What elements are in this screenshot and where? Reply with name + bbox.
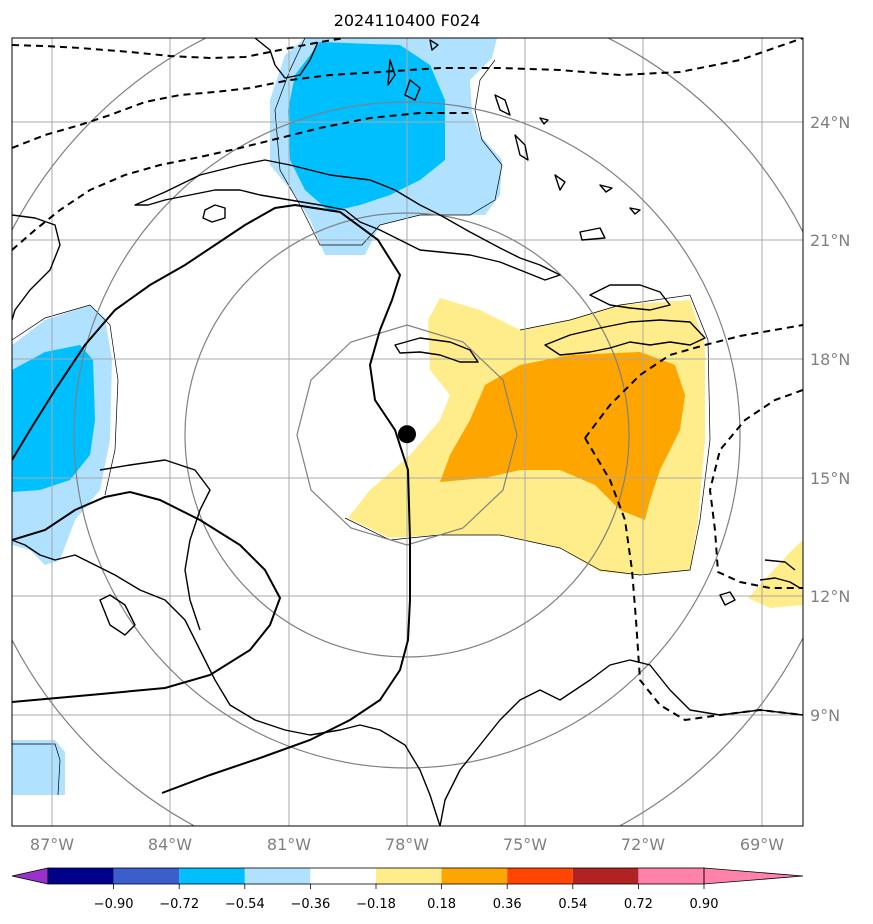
- colorbar: −0.90 −0.72 −0.54 −0.36 −0.18 0.18 0.36 …: [11, 867, 804, 912]
- colorbar-segment: [376, 868, 442, 884]
- colorbar-tick-label: 0.36: [493, 897, 522, 912]
- latitude-labels: 24°N 21°N 18°N 15°N 12°N 9°N: [810, 113, 850, 725]
- colorbar-tick-label: 0.72: [624, 897, 653, 912]
- colorbar-tick-label: 0.90: [690, 897, 719, 912]
- solid-contours: [12, 203, 411, 794]
- lat-label-21n: 21°N: [810, 231, 850, 250]
- colorbar-extend-left: [11, 867, 49, 885]
- lat-label-24n: 24°N: [810, 113, 850, 132]
- colorbar-tick-label: −0.18: [356, 897, 396, 912]
- colorbar-segment: [113, 868, 180, 884]
- gridlines: [12, 38, 803, 826]
- lat-label-12n: 12°N: [810, 587, 850, 606]
- lon-label-75w: 75°W: [503, 835, 547, 854]
- lon-label-87w: 87°W: [30, 835, 74, 854]
- colorbar-segment: [572, 868, 639, 884]
- dashed-contours: [12, 38, 803, 722]
- colorbar-segment: [507, 868, 573, 884]
- colorbar-tick-label: −0.54: [225, 897, 265, 912]
- lon-label-78w: 78°W: [385, 835, 429, 854]
- colorbar-segment: [244, 868, 311, 884]
- lon-label-69w: 69°W: [740, 835, 784, 854]
- map-plot-area: [12, 38, 803, 826]
- range-rings: [12, 38, 803, 826]
- storm-center-marker: [398, 425, 416, 444]
- colorbar-tick-label: −0.90: [94, 897, 134, 912]
- colorbar-extend-right: [703, 867, 804, 885]
- colorbar-segment: [310, 868, 376, 884]
- colorbar-segment: [48, 868, 114, 884]
- lon-label-72w: 72°W: [621, 835, 665, 854]
- colorbar-segment: [179, 868, 245, 884]
- map-title: 2024110400 F024: [334, 11, 481, 30]
- lon-label-84w: 84°W: [148, 835, 192, 854]
- colorbar-tick-label: 0.54: [558, 897, 587, 912]
- colorbar-segment: [441, 868, 508, 884]
- lat-label-18n: 18°N: [810, 350, 850, 369]
- map-frame: [11, 37, 804, 827]
- longitude-labels: 87°W 84°W 81°W 78°W 75°W 72°W 69°W: [30, 835, 784, 854]
- colorbar-tick-label: −0.72: [159, 897, 199, 912]
- colorbar-tick-label: 0.18: [427, 897, 456, 912]
- shaded-region-light-blue-southwest: [12, 740, 65, 795]
- lat-label-9n: 9°N: [810, 706, 840, 725]
- colorbar-tick-label: −0.36: [290, 897, 330, 912]
- shaded-region-blue-north: [288, 42, 445, 212]
- lat-label-15n: 15°N: [810, 469, 850, 488]
- coastlines: [12, 38, 803, 826]
- colorbar-segment: [638, 868, 704, 884]
- lon-label-81w: 81°W: [267, 835, 311, 854]
- shaded-region-light-yellow-east: [748, 540, 803, 608]
